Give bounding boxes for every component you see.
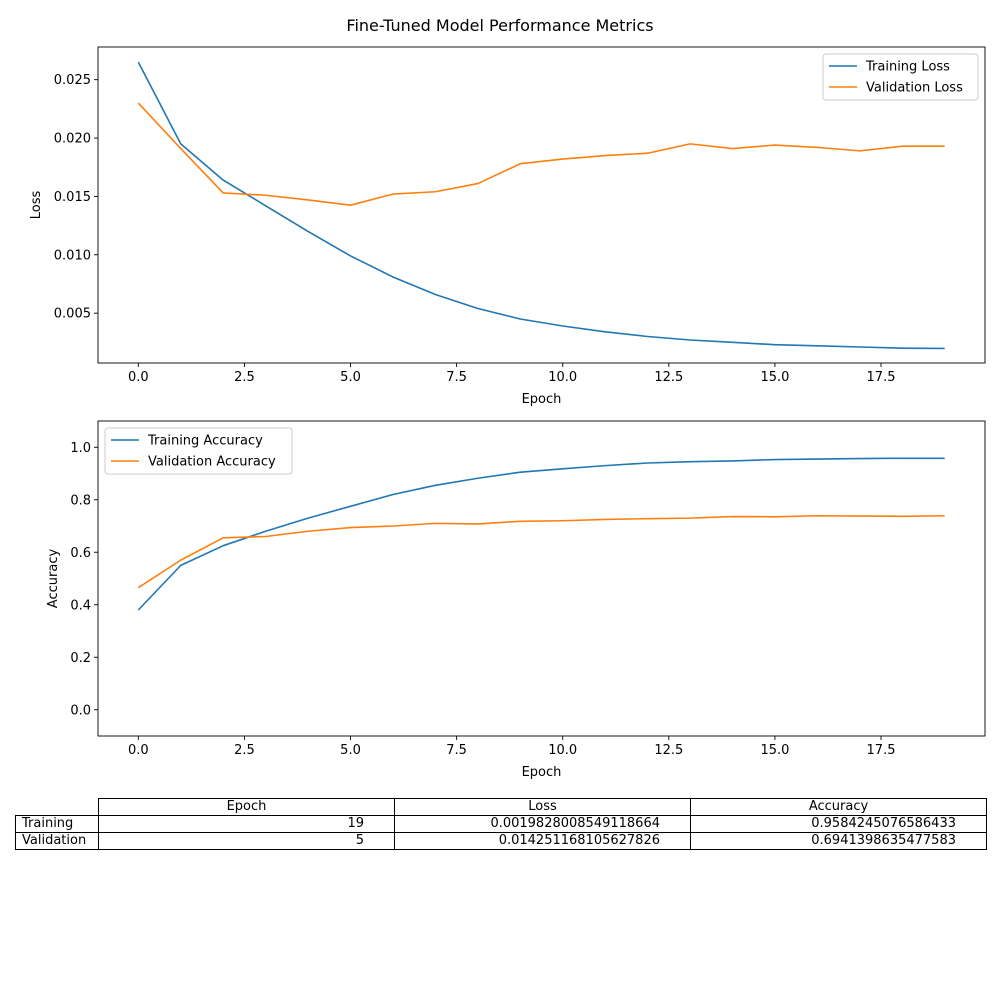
y-tick-label: 1.0 <box>70 441 91 456</box>
table-header-row: Epoch Loss Accuracy <box>16 798 987 816</box>
table-corner-cell <box>16 799 99 816</box>
table-cell: 0.0019828008549118664 <box>394 815 691 833</box>
series-line <box>137 61 945 350</box>
x-tick-label: 7.5 <box>446 370 467 385</box>
x-tick-label: 5.0 <box>340 743 361 758</box>
table-cell: 0.9584245076586433 <box>690 815 987 833</box>
y-axis-label: Loss <box>29 191 44 220</box>
x-tick-label: 12.5 <box>654 743 683 758</box>
x-tick-label: 10.0 <box>548 370 577 385</box>
y-tick-label: 0.6 <box>70 546 91 561</box>
legend-label: Training Loss <box>865 60 950 75</box>
table-row: Validation 5 0.014251168105627826 0.6941… <box>15 832 987 850</box>
table-cell: 19 <box>98 815 395 833</box>
series-line <box>137 457 945 611</box>
y-axis-label: Accuracy <box>46 549 61 609</box>
y-tick-label: 0.010 <box>54 248 91 263</box>
series-line <box>137 102 945 206</box>
y-tick-label: 0.4 <box>70 598 91 613</box>
y-tick-label: 0.2 <box>70 651 91 666</box>
x-tick-label: 0.0 <box>128 743 149 758</box>
plot-frame <box>97 420 986 737</box>
summary-table: Epoch Loss Accuracy Training 19 0.001982… <box>15 798 987 850</box>
legend-label: Training Accuracy <box>147 434 263 449</box>
x-tick-label: 0.0 <box>128 370 149 385</box>
table-cell: 0.014251168105627826 <box>394 832 691 850</box>
x-tick-label: 12.5 <box>654 370 683 385</box>
legend: Training Accuracy Validation Accuracy <box>104 427 293 475</box>
legend-box <box>822 53 979 101</box>
x-tick-label: 5.0 <box>340 370 361 385</box>
table-cell: 0.6941398635477583 <box>690 832 987 850</box>
table-row-label: Validation <box>15 832 99 850</box>
legend-box <box>104 427 293 475</box>
table-row: Training 19 0.0019828008549118664 0.9584… <box>15 815 987 833</box>
x-tick-label: 10.0 <box>548 743 577 758</box>
legend-label: Validation Loss <box>866 81 963 96</box>
table-column-header: Loss <box>394 798 691 816</box>
table-cell: 5 <box>98 832 395 850</box>
y-tick-label: 0.015 <box>54 190 91 205</box>
x-tick-label: 2.5 <box>234 743 255 758</box>
x-tick-label: 15.0 <box>760 370 789 385</box>
table-column-header: Accuracy <box>690 798 987 816</box>
y-tick-label: 0.8 <box>70 493 91 508</box>
x-tick-label: 2.5 <box>234 370 255 385</box>
figure-title: Fine-Tuned Model Performance Metrics <box>346 16 654 35</box>
series-line <box>137 514 945 589</box>
x-axis-label: Epoch <box>522 765 562 780</box>
table-column-header: Epoch <box>98 798 395 816</box>
plot-frame <box>97 46 986 364</box>
x-tick-label: 17.5 <box>867 743 896 758</box>
y-tick-label: 0.005 <box>54 307 91 322</box>
table-row-label: Training <box>15 815 99 833</box>
x-tick-label: 17.5 <box>867 370 896 385</box>
x-tick-label: 15.0 <box>760 743 789 758</box>
y-tick-label: 0.020 <box>54 132 91 147</box>
legend: Training Loss Validation Loss <box>822 53 979 101</box>
y-tick-label: 0.025 <box>54 73 91 88</box>
chart-panel-1: 0.0 2.5 5.0 7.5 10.0 12.5 15.0 17.5 0.005 0.010 0.… <box>29 46 986 407</box>
x-tick-label: 7.5 <box>446 743 467 758</box>
x-axis-label: Epoch <box>522 392 562 407</box>
y-tick-label: 0.0 <box>70 703 91 718</box>
chart-panel-2: 0.0 2.5 5.0 7.5 10.0 12.5 15.0 17.5 0.0 0.2 0.4 0.6… <box>46 420 986 780</box>
legend-label: Validation Accuracy <box>148 455 276 470</box>
